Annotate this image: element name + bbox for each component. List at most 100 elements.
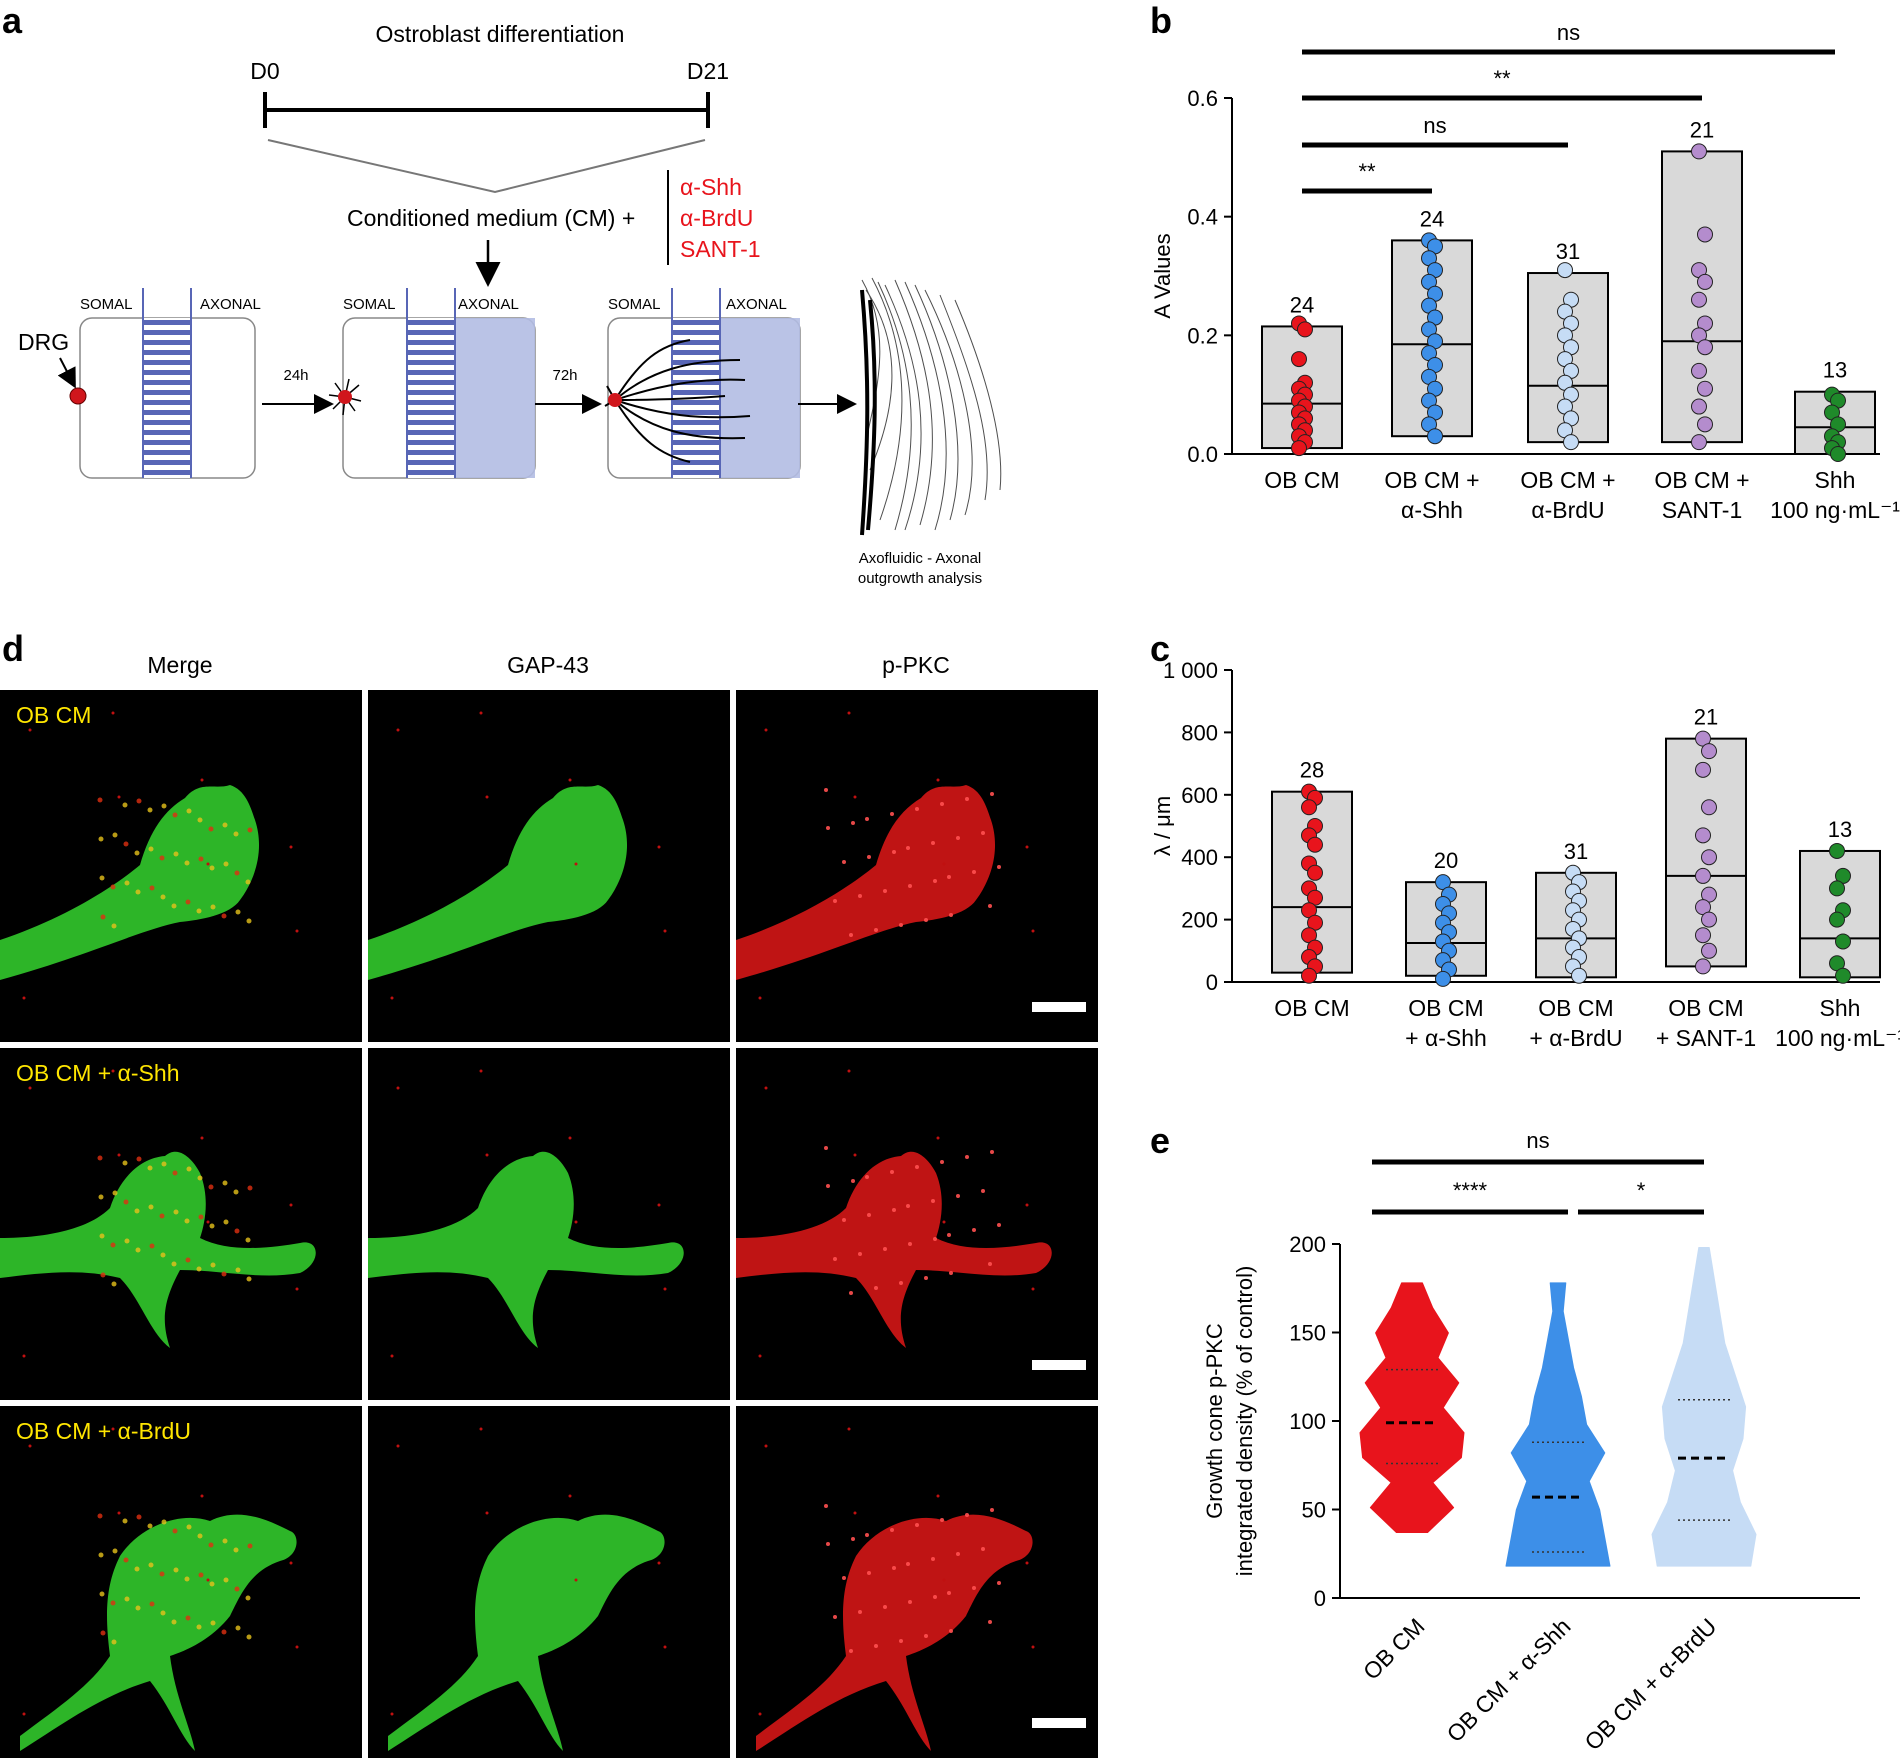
merge-speckle	[233, 831, 239, 837]
ppkc-speckle	[988, 1620, 992, 1624]
chamber-3-somal: SOMAL	[608, 296, 661, 313]
merge-speckle	[184, 860, 190, 866]
chamber-1: SOMAL AXONAL DRG	[18, 288, 261, 479]
merge-speckle	[134, 850, 140, 856]
growth-cone-shape	[0, 785, 260, 980]
category-label-3: OB CM +	[1654, 467, 1749, 493]
merge-speckle	[124, 1238, 130, 1244]
ppkc-speckle	[849, 1291, 853, 1295]
panel-a-schematic: Ostroblast differentiation D0 D21 Condit…	[18, 21, 1010, 587]
ppkc-speckle	[990, 1508, 994, 1512]
growth-cone-shape	[388, 1514, 665, 1751]
background-dot	[764, 728, 768, 732]
merge-speckle	[98, 1552, 104, 1558]
ppkc-speckle	[990, 1150, 994, 1154]
merge-speckle	[161, 1161, 167, 1167]
merge-speckle	[198, 1572, 204, 1578]
ppkc-speckle	[865, 817, 869, 821]
merge-speckle	[184, 1218, 190, 1224]
micrograph-r3-c3	[736, 1406, 1098, 1758]
ppkc-speckle	[997, 1223, 1001, 1227]
background-dot	[1031, 929, 1035, 933]
merge-speckle	[173, 1567, 179, 1573]
chart-b: 0.0 0.2 0.4 0.6 A Values 24 OB CM 24 OB CM + α-Sh…	[1150, 20, 1900, 523]
data-point	[1695, 958, 1711, 975]
significance-label: ns	[1526, 1128, 1549, 1153]
chamber-2: SOMAL AXONAL	[328, 288, 536, 479]
data-point	[1829, 880, 1845, 897]
merge-speckle	[134, 1566, 140, 1572]
background-dot	[1031, 1287, 1035, 1291]
data-point	[1829, 911, 1845, 928]
background-dot	[117, 1153, 121, 1157]
merge-speckle	[110, 1600, 116, 1606]
ppkc-speckle	[890, 1528, 894, 1532]
category-label-1: + α-Shh	[1405, 1025, 1487, 1051]
merge-speckle	[172, 1528, 178, 1534]
merge-speckle	[97, 1513, 103, 1519]
ppkc-speckle	[931, 841, 935, 845]
merge-speckle	[233, 1189, 239, 1195]
ppkc-speckle	[933, 1237, 937, 1241]
background-dot	[295, 1287, 299, 1291]
merge-speckle	[123, 1199, 129, 1205]
axonal-caption-2: outgrowth analysis	[858, 570, 982, 587]
background-dot	[853, 1153, 857, 1157]
ppkc-speckle	[826, 1542, 830, 1546]
background-dot	[764, 1086, 768, 1090]
n-label-2: 31	[1564, 839, 1588, 864]
scale-bar	[1032, 1718, 1086, 1728]
merge-speckle	[110, 884, 116, 890]
data-point	[1301, 967, 1317, 984]
data-point	[1701, 799, 1717, 816]
category-label-4: 100 ng·mL⁻¹	[1770, 497, 1900, 523]
ppkc-speckle	[892, 1208, 896, 1212]
merge-speckle	[161, 1519, 167, 1525]
category-label-0: OB CM	[1274, 995, 1349, 1021]
ppkc-speckle	[981, 1547, 985, 1551]
y-tick-label: 0.2	[1187, 323, 1218, 348]
data-point	[1697, 380, 1713, 397]
n-label-0: 28	[1300, 758, 1324, 783]
n-label-0: 24	[1290, 292, 1314, 317]
merge-speckle	[185, 1615, 191, 1621]
ppkc-speckle	[851, 821, 855, 825]
background-dot	[111, 711, 115, 715]
background-dot	[28, 1444, 32, 1448]
merge-speckle	[135, 1247, 141, 1253]
n-label-3: 21	[1690, 117, 1714, 142]
merge-speckle	[234, 1228, 240, 1234]
ppkc-speckle	[965, 1155, 969, 1159]
background-dot	[289, 1203, 293, 1207]
ppkc-speckle	[908, 884, 912, 888]
background-dot	[574, 1578, 578, 1582]
growth-cone-shape	[368, 785, 628, 980]
merge-speckle	[97, 797, 103, 803]
y-tick-label: 150	[1289, 1321, 1326, 1346]
merge-speckle	[247, 1543, 253, 1549]
timeline-funnel	[267, 139, 706, 194]
background-dot	[396, 1444, 400, 1448]
background-dot	[22, 1712, 26, 1716]
micrograph-r2-c1: OB CM + α-Shh	[0, 1048, 362, 1400]
ppkc-speckle	[906, 1562, 910, 1566]
ppkc-speckle	[949, 1271, 953, 1275]
ppkc-speckle	[826, 1184, 830, 1188]
ppkc-speckle	[833, 1257, 837, 1261]
ppkc-speckle	[824, 1504, 828, 1508]
merge-speckle	[208, 826, 214, 832]
data-point	[1697, 226, 1713, 243]
category-label-2: OB CM	[1538, 995, 1613, 1021]
background-dot	[568, 778, 572, 782]
background-dot	[758, 1354, 762, 1358]
merge-speckle	[112, 832, 118, 838]
merge-speckle	[209, 1223, 215, 1229]
significance-label: *	[1637, 1178, 1646, 1203]
data-point	[1291, 351, 1307, 368]
background-dot	[663, 1287, 667, 1291]
merge-speckle	[247, 827, 253, 833]
timeline-title: Ostroblast differentiation	[376, 21, 625, 47]
data-point	[1701, 942, 1717, 959]
y-tick-label: 0.0	[1187, 442, 1218, 467]
merge-speckle	[210, 904, 216, 910]
